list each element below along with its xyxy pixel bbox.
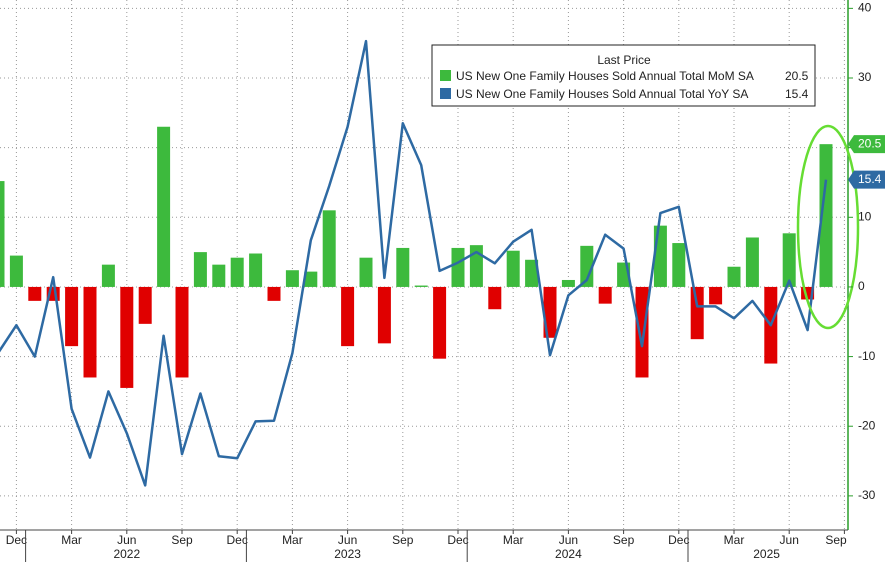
year-label: 2023 — [334, 547, 361, 561]
bar — [157, 126, 171, 287]
highlight-ellipse — [796, 124, 860, 330]
bar — [249, 253, 263, 287]
x-tick-label: Mar — [503, 533, 524, 547]
line — [0, 39, 828, 487]
y-tick-label: 0 — [858, 279, 865, 293]
bar — [120, 286, 134, 388]
bar — [598, 286, 612, 304]
legend-label: US New One Family Houses Sold Annual Tot… — [456, 87, 748, 101]
bar — [359, 257, 373, 287]
x-tick-label: Mar — [61, 533, 82, 547]
bar — [488, 286, 502, 310]
x-tick-label: Jun — [780, 533, 799, 547]
bar — [451, 247, 465, 287]
bar — [175, 286, 189, 378]
x-tick-label: Mar — [282, 533, 303, 547]
x-tick-label: Dec — [447, 533, 468, 547]
bar — [635, 286, 649, 378]
bar — [561, 279, 575, 287]
bar — [690, 286, 704, 340]
bar — [782, 233, 796, 287]
bar — [377, 286, 391, 344]
marks — [0, 39, 833, 487]
bar — [138, 286, 152, 324]
bar — [285, 270, 299, 287]
y-tick-label: 40 — [858, 1, 872, 15]
bar — [230, 257, 244, 287]
bar — [819, 144, 833, 287]
value-tag-label: 15.4 — [858, 172, 882, 186]
bar — [469, 245, 483, 287]
x-tick-label: Jun — [338, 533, 357, 547]
year-label: 2022 — [113, 547, 140, 561]
y-tick-label: 30 — [858, 70, 872, 84]
legend-value: 20.5 — [785, 69, 809, 83]
bar — [580, 245, 594, 287]
bar — [267, 286, 281, 301]
legend-swatch — [440, 70, 451, 81]
legend-swatch — [440, 88, 451, 99]
bar — [653, 225, 667, 287]
y-tick-label: -20 — [858, 418, 876, 432]
bar — [672, 243, 686, 287]
bar — [414, 285, 428, 287]
x-tick-label: Jun — [117, 533, 136, 547]
value-tag-label: 20.5 — [858, 136, 882, 150]
bar — [396, 247, 410, 287]
bar — [193, 252, 207, 287]
x-tick-label: Jun — [559, 533, 578, 547]
bar — [341, 286, 355, 347]
bar — [433, 286, 447, 359]
value-tag — [848, 135, 885, 154]
x-tick-label: Mar — [724, 533, 745, 547]
y-tick-label: 10 — [858, 209, 872, 223]
legend-value: 15.4 — [785, 87, 809, 101]
bar — [525, 259, 539, 287]
x-tick-label: Dec — [227, 533, 248, 547]
legend-title: Last Price — [597, 53, 651, 67]
bar — [28, 286, 42, 301]
bar — [322, 210, 336, 287]
legend-box — [431, 44, 816, 107]
bar — [745, 237, 759, 287]
bar — [9, 255, 23, 287]
legend-label: US New One Family Houses Sold Annual Tot… — [456, 69, 754, 83]
legend: Last Price US New One Family Houses Sold… — [431, 44, 816, 107]
bar — [727, 266, 741, 287]
x-tick-label: Dec — [6, 533, 27, 547]
x-tick-label: Sep — [392, 533, 414, 547]
value-tag — [848, 170, 885, 189]
bar — [506, 250, 520, 287]
year-label: 2024 — [555, 547, 582, 561]
bar — [709, 286, 723, 305]
bar — [83, 286, 97, 378]
x-tick-label: Dec — [668, 533, 689, 547]
y-tick-label: -30 — [858, 488, 876, 502]
y-tick-label: -10 — [858, 349, 876, 363]
year-label: 2025 — [753, 547, 780, 561]
bar — [101, 264, 115, 287]
bar — [304, 271, 318, 287]
x-tick-label: Sep — [825, 533, 847, 547]
x-tick-label: Sep — [613, 533, 635, 547]
bar — [65, 286, 79, 347]
bar — [0, 181, 5, 287]
bar — [212, 264, 226, 287]
x-tick-label: Sep — [171, 533, 193, 547]
